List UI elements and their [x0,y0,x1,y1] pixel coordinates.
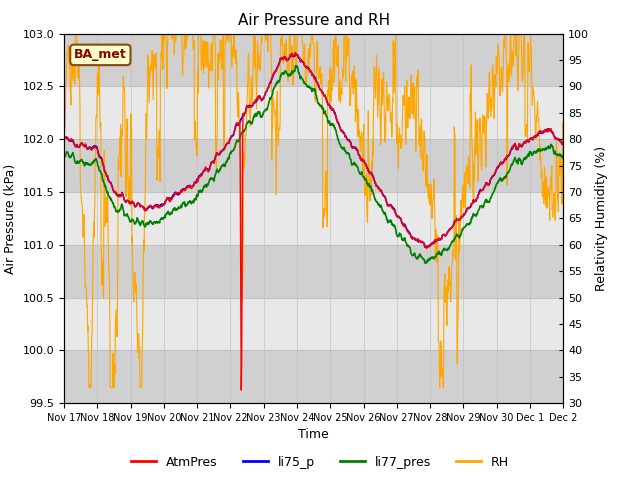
li77_pres [227,150,235,156]
li75_p [60,137,68,143]
Line: li75_p: li75_p [64,53,563,248]
li75_p [500,156,508,162]
Line: RH: RH [64,34,563,387]
li77_pres [159,216,166,222]
Title: Air Pressure and RH: Air Pressure and RH [237,13,390,28]
li77_pres [457,233,465,239]
li77_pres [391,224,399,230]
AtmPres [292,50,300,56]
Y-axis label: Relativity Humidity (%): Relativity Humidity (%) [595,146,607,291]
li75_p [391,208,399,214]
li75_p [292,50,300,56]
RH [85,384,93,390]
AtmPres [60,136,68,142]
Line: li77_pres: li77_pres [64,66,563,263]
Legend: AtmPres, li75_p, li77_pres, RH: AtmPres, li75_p, li77_pres, RH [126,451,514,474]
li75_p [171,190,179,195]
li75_p [559,141,567,147]
RH [559,129,567,134]
li77_pres [171,206,179,212]
li75_p [159,202,166,208]
AtmPres [500,156,508,162]
RH [60,96,68,102]
AtmPres [237,387,245,393]
RH [72,31,79,36]
RH [160,31,168,36]
RH [228,62,236,68]
RH [457,205,465,211]
RH [172,39,180,45]
AtmPres [457,216,465,222]
AtmPres [171,191,179,196]
AtmPres [559,142,567,148]
li77_pres [500,174,508,180]
Y-axis label: Air Pressure (kPa): Air Pressure (kPa) [4,163,17,274]
RH [392,52,399,58]
Bar [64,34,563,86]
Line: AtmPres: AtmPres [64,53,563,390]
X-axis label: Time: Time [298,429,329,442]
RH [500,31,508,36]
li77_pres [422,260,430,266]
li77_pres [60,155,68,160]
AtmPres [159,203,166,208]
li77_pres [559,156,567,161]
AtmPres [227,133,235,139]
li77_pres [292,63,300,69]
Bar [64,350,563,403]
AtmPres [392,209,399,215]
Bar [64,139,563,192]
Text: BA_met: BA_met [74,48,127,61]
li75_p [422,245,430,251]
li75_p [227,134,235,140]
Bar [64,245,563,298]
li75_p [457,216,465,222]
